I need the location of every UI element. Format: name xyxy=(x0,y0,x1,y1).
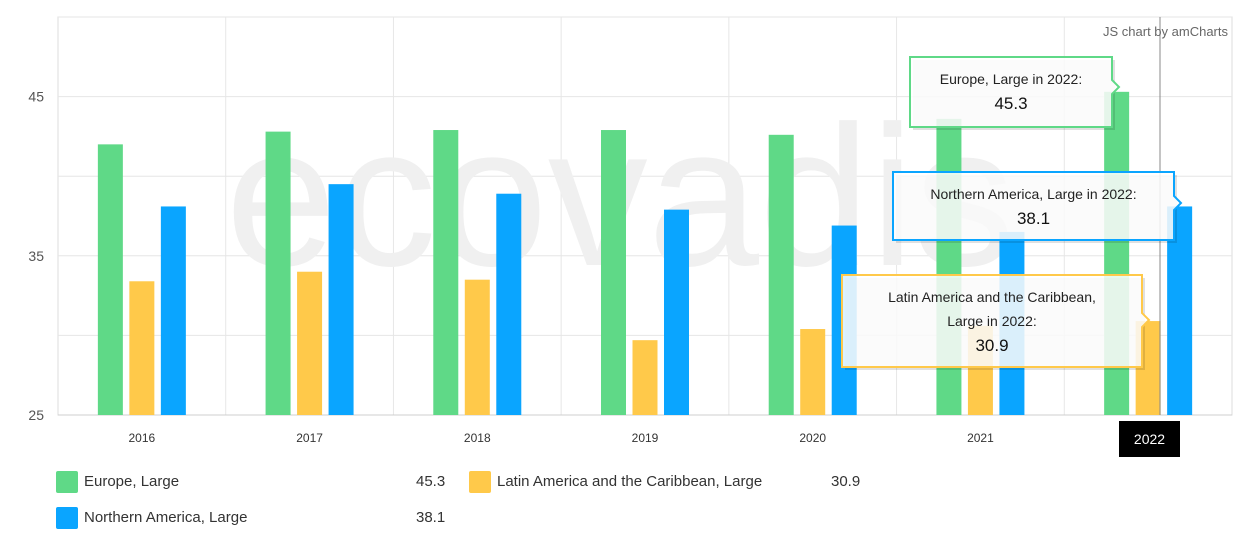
x-axis: 2016 2017 2018 2019 2020 2021 2022 xyxy=(129,421,1180,457)
legend-item-northern-america[interactable]: Northern America, Large 38.1 xyxy=(56,507,456,529)
tooltip-label: Europe, Large in 2022: xyxy=(940,71,1082,87)
bar-northern-america-2018[interactable] xyxy=(496,193,522,415)
bar-europe-2020[interactable] xyxy=(768,134,794,416)
bar-europe-2021[interactable] xyxy=(936,118,962,415)
bar-latin-america-and-the-caribbean-2020[interactable] xyxy=(800,329,826,415)
cursor-category-badge xyxy=(1119,421,1180,457)
y-tick-label: 45 xyxy=(28,89,44,105)
bar-northern-america-2022[interactable] xyxy=(1167,206,1193,415)
bar-latin-america-and-the-caribbean-2016[interactable] xyxy=(129,281,155,415)
tooltip-label: Large in 2022: xyxy=(947,313,1037,329)
tooltip-label: Northern America, Large in 2022: xyxy=(930,186,1136,202)
bar-europe-2016[interactable] xyxy=(97,144,123,416)
legend-value: 30.9 xyxy=(831,473,861,490)
legend-swatch-northern-america xyxy=(56,507,78,529)
tooltip-value: 30.9 xyxy=(975,336,1008,355)
tooltip-box xyxy=(892,171,1183,241)
tooltip: Europe, Large in 2022: 45.3 xyxy=(909,56,1121,130)
x-tick-label: 2019 xyxy=(632,431,659,445)
tooltip-value: 45.3 xyxy=(994,94,1027,113)
bar-latin-america-and-the-caribbean-2019[interactable] xyxy=(632,340,658,415)
bar-latin-america-and-the-caribbean-2018[interactable] xyxy=(464,279,490,415)
legend-label: Latin America and the Caribbean, Large xyxy=(497,473,763,490)
tooltip-value: 38.1 xyxy=(1017,209,1050,228)
legend-value: 45.3 xyxy=(416,473,446,490)
x-tick-label: 2020 xyxy=(799,431,826,445)
legend-swatch-latin-america xyxy=(469,471,491,493)
y-axis: 25 35 45 xyxy=(28,89,44,423)
y-tick-label: 25 xyxy=(28,407,44,423)
tooltip: Latin America and the Caribbean, Large in… xyxy=(841,274,1151,370)
x-tick-label: 2018 xyxy=(464,431,491,445)
y-tick-label: 35 xyxy=(28,248,44,264)
legend-swatch-europe xyxy=(56,471,78,493)
legend-label: Europe, Large xyxy=(84,473,180,490)
bar-northern-america-2016[interactable] xyxy=(160,206,186,415)
legend-label: Northern America, Large xyxy=(84,509,248,526)
x-tick-label: 2022 xyxy=(1134,431,1165,447)
bar-northern-america-2019[interactable] xyxy=(664,209,689,415)
x-tick-label: 2017 xyxy=(296,431,323,445)
bar-europe-2018[interactable] xyxy=(433,130,459,416)
tooltips: Europe, Large in 2022: 45.3 Northern Ameri… xyxy=(841,56,1183,370)
legend: Europe, Large 45.3 Latin America and the… xyxy=(0,466,1252,542)
x-tick-label: 2021 xyxy=(967,431,994,445)
legend-item-latin-america[interactable]: Latin America and the Caribbean, Large 3… xyxy=(469,471,869,493)
bar-northern-america-2017[interactable] xyxy=(328,184,354,415)
legend-value: 38.1 xyxy=(416,509,446,526)
tooltip: Northern America, Large in 2022: 38.1 xyxy=(892,171,1183,243)
tooltip-box xyxy=(909,56,1121,128)
bar-latin-america-and-the-caribbean-2017[interactable] xyxy=(297,271,323,415)
legend-item-europe[interactable]: Europe, Large 45.3 xyxy=(56,471,456,493)
x-tick-label: 2016 xyxy=(129,431,156,445)
tooltip-label: Latin America and the Caribbean, xyxy=(888,289,1096,305)
chart-credit-link[interactable]: JS chart by amCharts xyxy=(1103,24,1228,39)
bar-europe-2017[interactable] xyxy=(265,131,291,415)
bar-europe-2019[interactable] xyxy=(601,130,626,416)
tooltip-box xyxy=(841,274,1151,368)
